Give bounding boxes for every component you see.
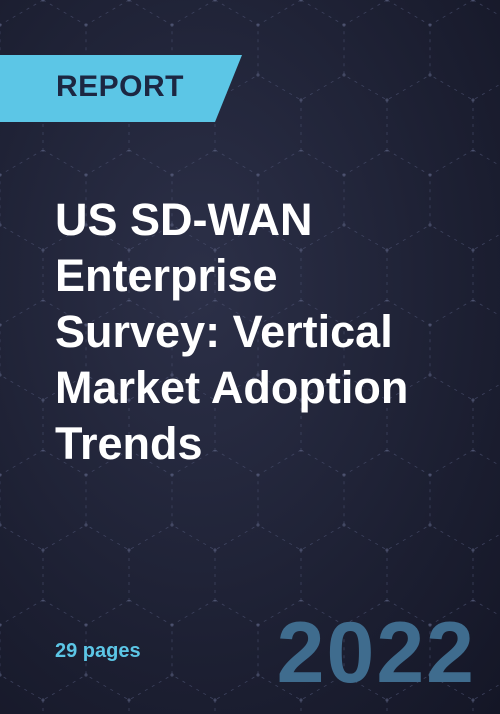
badge: REPORT: [56, 70, 185, 103]
title-line: Survey: Vertical: [55, 306, 393, 357]
title: US SD-WAN Enterprise Survey: Vertical Marke…: [55, 192, 408, 472]
year: 2022: [276, 605, 476, 701]
title-line: Enterprise: [55, 250, 278, 301]
title-line: Trends: [55, 418, 203, 469]
page-count: 29 pages: [55, 640, 141, 662]
title-line: Market Adoption: [55, 362, 409, 413]
title-line: US SD-WAN: [55, 194, 313, 245]
badge-shape: [0, 55, 242, 122]
